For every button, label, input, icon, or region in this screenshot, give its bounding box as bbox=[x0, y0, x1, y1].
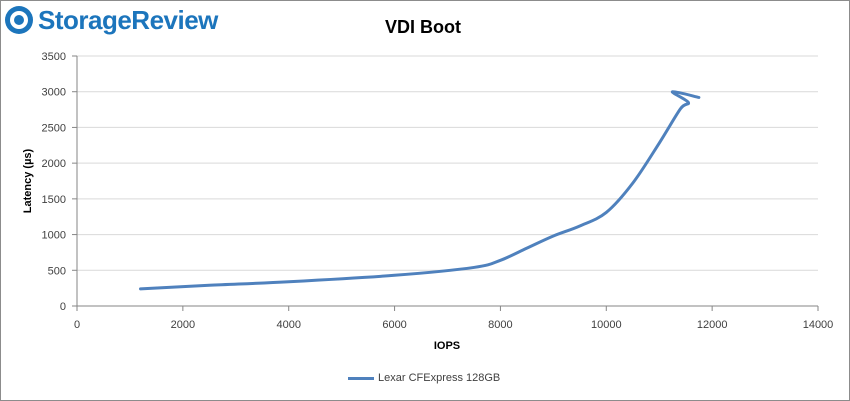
logo-icon bbox=[5, 6, 33, 34]
tick-labels: 0 500 1000 1500 2000 2500 3000 3500 0 2000 4000 600… bbox=[42, 51, 834, 331]
axes bbox=[72, 55, 819, 311]
y-tick-label: 3500 bbox=[42, 51, 66, 63]
storagereview-logo: StorageReview bbox=[4, 2, 218, 38]
y-tick-label: 500 bbox=[48, 265, 66, 277]
y-tick-label: 0 bbox=[60, 301, 66, 313]
legend: Lexar CFExpress 128GB bbox=[348, 372, 500, 384]
series-line-lexar-cfexpress-128gb bbox=[139, 90, 701, 291]
y-tick-label: 1000 bbox=[42, 230, 66, 242]
legend-label: Lexar CFExpress 128GB bbox=[378, 372, 501, 384]
x-tick-label: 0 bbox=[74, 319, 80, 331]
y-axis-label: Latency (µs) bbox=[22, 148, 34, 213]
x-axis-label: IOPS bbox=[434, 340, 460, 352]
x-tick-label: 10000 bbox=[591, 319, 622, 331]
grid-lines bbox=[77, 55, 818, 271]
y-tick-label: 2000 bbox=[42, 158, 66, 170]
x-tick-label: 8000 bbox=[488, 319, 512, 331]
logo-text: StorageReview bbox=[38, 4, 218, 35]
x-tick-label: 14000 bbox=[803, 319, 834, 331]
x-tick-label: 12000 bbox=[697, 319, 728, 331]
x-tick-label: 6000 bbox=[382, 319, 406, 331]
y-tick-label: 2500 bbox=[42, 122, 66, 134]
chart-title: VDI Boot bbox=[385, 17, 461, 37]
y-tick-label: 1500 bbox=[42, 194, 66, 206]
x-tick-label: 4000 bbox=[276, 319, 300, 331]
x-tick-label: 2000 bbox=[171, 319, 195, 331]
y-tick-label: 3000 bbox=[42, 87, 66, 99]
legend-swatch bbox=[348, 376, 374, 380]
